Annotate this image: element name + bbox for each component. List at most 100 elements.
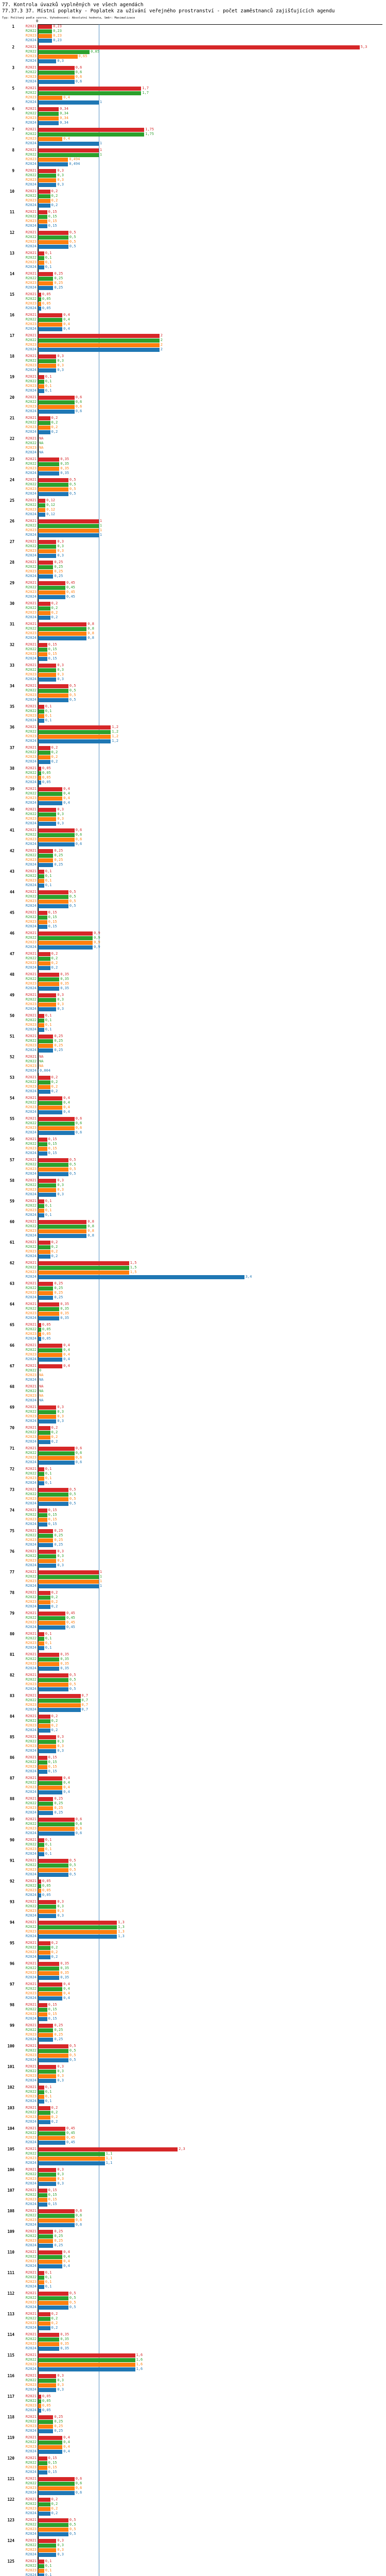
bar-value: 0,1 [45, 1213, 52, 1217]
bar-row: R2023 NA [0, 1394, 386, 1398]
bar-r2022 [38, 2110, 50, 2115]
bar-value: 0,15 [48, 1522, 57, 1526]
bar-r2023 [38, 2074, 57, 2078]
series-label-r2024: R2024 [25, 986, 37, 990]
bar-row: R2021 0,4 [0, 1343, 386, 1348]
bar-r2023 [38, 95, 63, 100]
series-label-r2021: R2021 [25, 1075, 37, 1079]
bar-value: 0,05 [42, 1879, 51, 1883]
bar-row: R2022 0,1 [0, 709, 386, 714]
series-label-r2024: R2024 [25, 883, 37, 887]
bar-row: R2022 0,1 [0, 379, 386, 384]
bar-r2023 [38, 693, 68, 698]
bar-group: 6 R2021 0,34 R2022 0,34 R2023 0,34 R2024 0,34 [0, 107, 386, 125]
series-label-r2023: R2023 [25, 1270, 37, 1274]
bar-value: 0,5 [69, 235, 76, 239]
bar-row: R2023 NA [0, 1373, 386, 1378]
bar-r2022 [38, 936, 93, 940]
bar-value: 0,2 [51, 1240, 58, 1244]
series-label-r2023: R2023 [25, 198, 37, 202]
series-label-r2023: R2023 [25, 1806, 37, 1810]
series-label-r2023: R2023 [25, 1847, 37, 1851]
bar-row: R2021 0,2 [0, 1075, 386, 1080]
bar-row: R2024 0,2 [0, 759, 386, 764]
series-label-r2022: R2022 [25, 668, 37, 672]
bar-value: 0,3 [57, 2552, 64, 2556]
bar-value: 0,2 [51, 759, 58, 764]
bar-r2023 [38, 2527, 68, 2532]
series-label-r2022: R2022 [25, 2255, 37, 2259]
bar-value: 0,05 [42, 1323, 51, 1327]
series-label-r2024: R2024 [25, 1913, 37, 1918]
bar-r2024 [38, 2346, 60, 2351]
bar-group: 91 R2021 0,5 R2022 0,5 R2023 0,5 R2024 0,5 [0, 1858, 386, 1877]
series-label-r2024: R2024 [25, 2346, 37, 2350]
bar-value: 0,35 [60, 466, 69, 470]
bar-r2023 [38, 281, 54, 285]
bar-row: R2021 0,1 [0, 1199, 386, 1204]
bar-value: 0,35 [60, 2346, 69, 2350]
bar-value: 0,3 [57, 354, 64, 358]
bar-r2024 [38, 1213, 44, 1217]
bar-row: R2023 0,25 [0, 2424, 386, 2429]
bar-value: 0,2 [51, 2502, 58, 2506]
bar-value: 0,5 [69, 1158, 76, 1162]
series-label-r2023: R2023 [25, 775, 37, 779]
bar-r2021 [38, 684, 68, 688]
group-number: 124 [7, 2538, 14, 2543]
bar-row: R2023 0,1 [0, 2094, 386, 2099]
series-label-r2023: R2023 [25, 2568, 37, 2572]
bar-r2021 [38, 2167, 57, 2172]
bar-value: 0,4 [63, 2259, 70, 2263]
bar-r2022 [38, 2399, 41, 2403]
bar-r2022 [38, 1162, 68, 1167]
bar-r2023 [38, 260, 44, 265]
bar-r2023 [38, 569, 54, 574]
bar-row: R2023 0,5 [0, 899, 386, 904]
bar-row: R2021 0,7 [0, 1693, 386, 1698]
bar-row: R2024 0,6 [0, 842, 386, 846]
bar-r2023 [38, 1332, 41, 1336]
bar-r2023 [38, 1229, 87, 1233]
bar-r2023 [38, 157, 68, 162]
group-number: 58 [9, 1178, 14, 1183]
bar-row: R2021 0,8 [0, 622, 386, 626]
series-label-r2023: R2023 [25, 1682, 37, 1686]
bar-value: 0,3 [57, 368, 64, 372]
bar-r2024 [38, 615, 50, 620]
bar-row: R2023 0,3 [0, 2177, 386, 2181]
bar-value: 0,25 [54, 1043, 63, 1047]
series-label-r2024: R2024 [25, 203, 37, 207]
bar-row: R2024 0,3 [0, 553, 386, 558]
bar-value: 0,34 [60, 107, 68, 111]
series-label-r2023: R2023 [25, 2239, 37, 2243]
series-label-r2022: R2022 [25, 585, 37, 589]
bar-row: R2021 0,4 [0, 1982, 386, 1987]
bar-r2022 [38, 2296, 68, 2300]
bar-r2021 [38, 2374, 57, 2378]
bar-r2023 [38, 652, 47, 656]
bar-r2023 [38, 2465, 47, 2470]
bar-value: 0,7 [81, 1703, 89, 1707]
series-label-r2023: R2023 [25, 1043, 37, 1047]
bar-row: R2024 0,4 [0, 327, 386, 331]
bar-r2021 [38, 2126, 66, 2131]
bar-value: 0,25 [54, 560, 63, 564]
group-number: 39 [9, 787, 14, 791]
bar-value: 0,25 [54, 853, 63, 857]
series-label-r2021: R2021 [25, 1529, 37, 1533]
bar-r2023 [38, 2218, 75, 2223]
bar-r2024 [38, 2223, 75, 2227]
bar-r2022 [38, 1307, 60, 1311]
bar-row: R2022 0,3 [0, 2172, 386, 2177]
bar-group: 78 R2021 0,2 R2022 0,2 R2023 0,2 R2024 0,2 [0, 1590, 386, 1609]
series-label-r2021: R2021 [25, 498, 37, 502]
group-number: 101 [7, 2064, 14, 2069]
bar-row: R2024 1,6 [0, 2367, 386, 2371]
bar-value: 0,8 [87, 622, 94, 626]
series-label-r2023: R2023 [25, 1455, 37, 1460]
series-label-r2022: R2022 [25, 709, 37, 713]
series-label-r2024: R2024 [25, 1398, 37, 1402]
series-label-r2023: R2023 [25, 2094, 37, 2098]
series-label-r2022: R2022 [25, 874, 37, 878]
